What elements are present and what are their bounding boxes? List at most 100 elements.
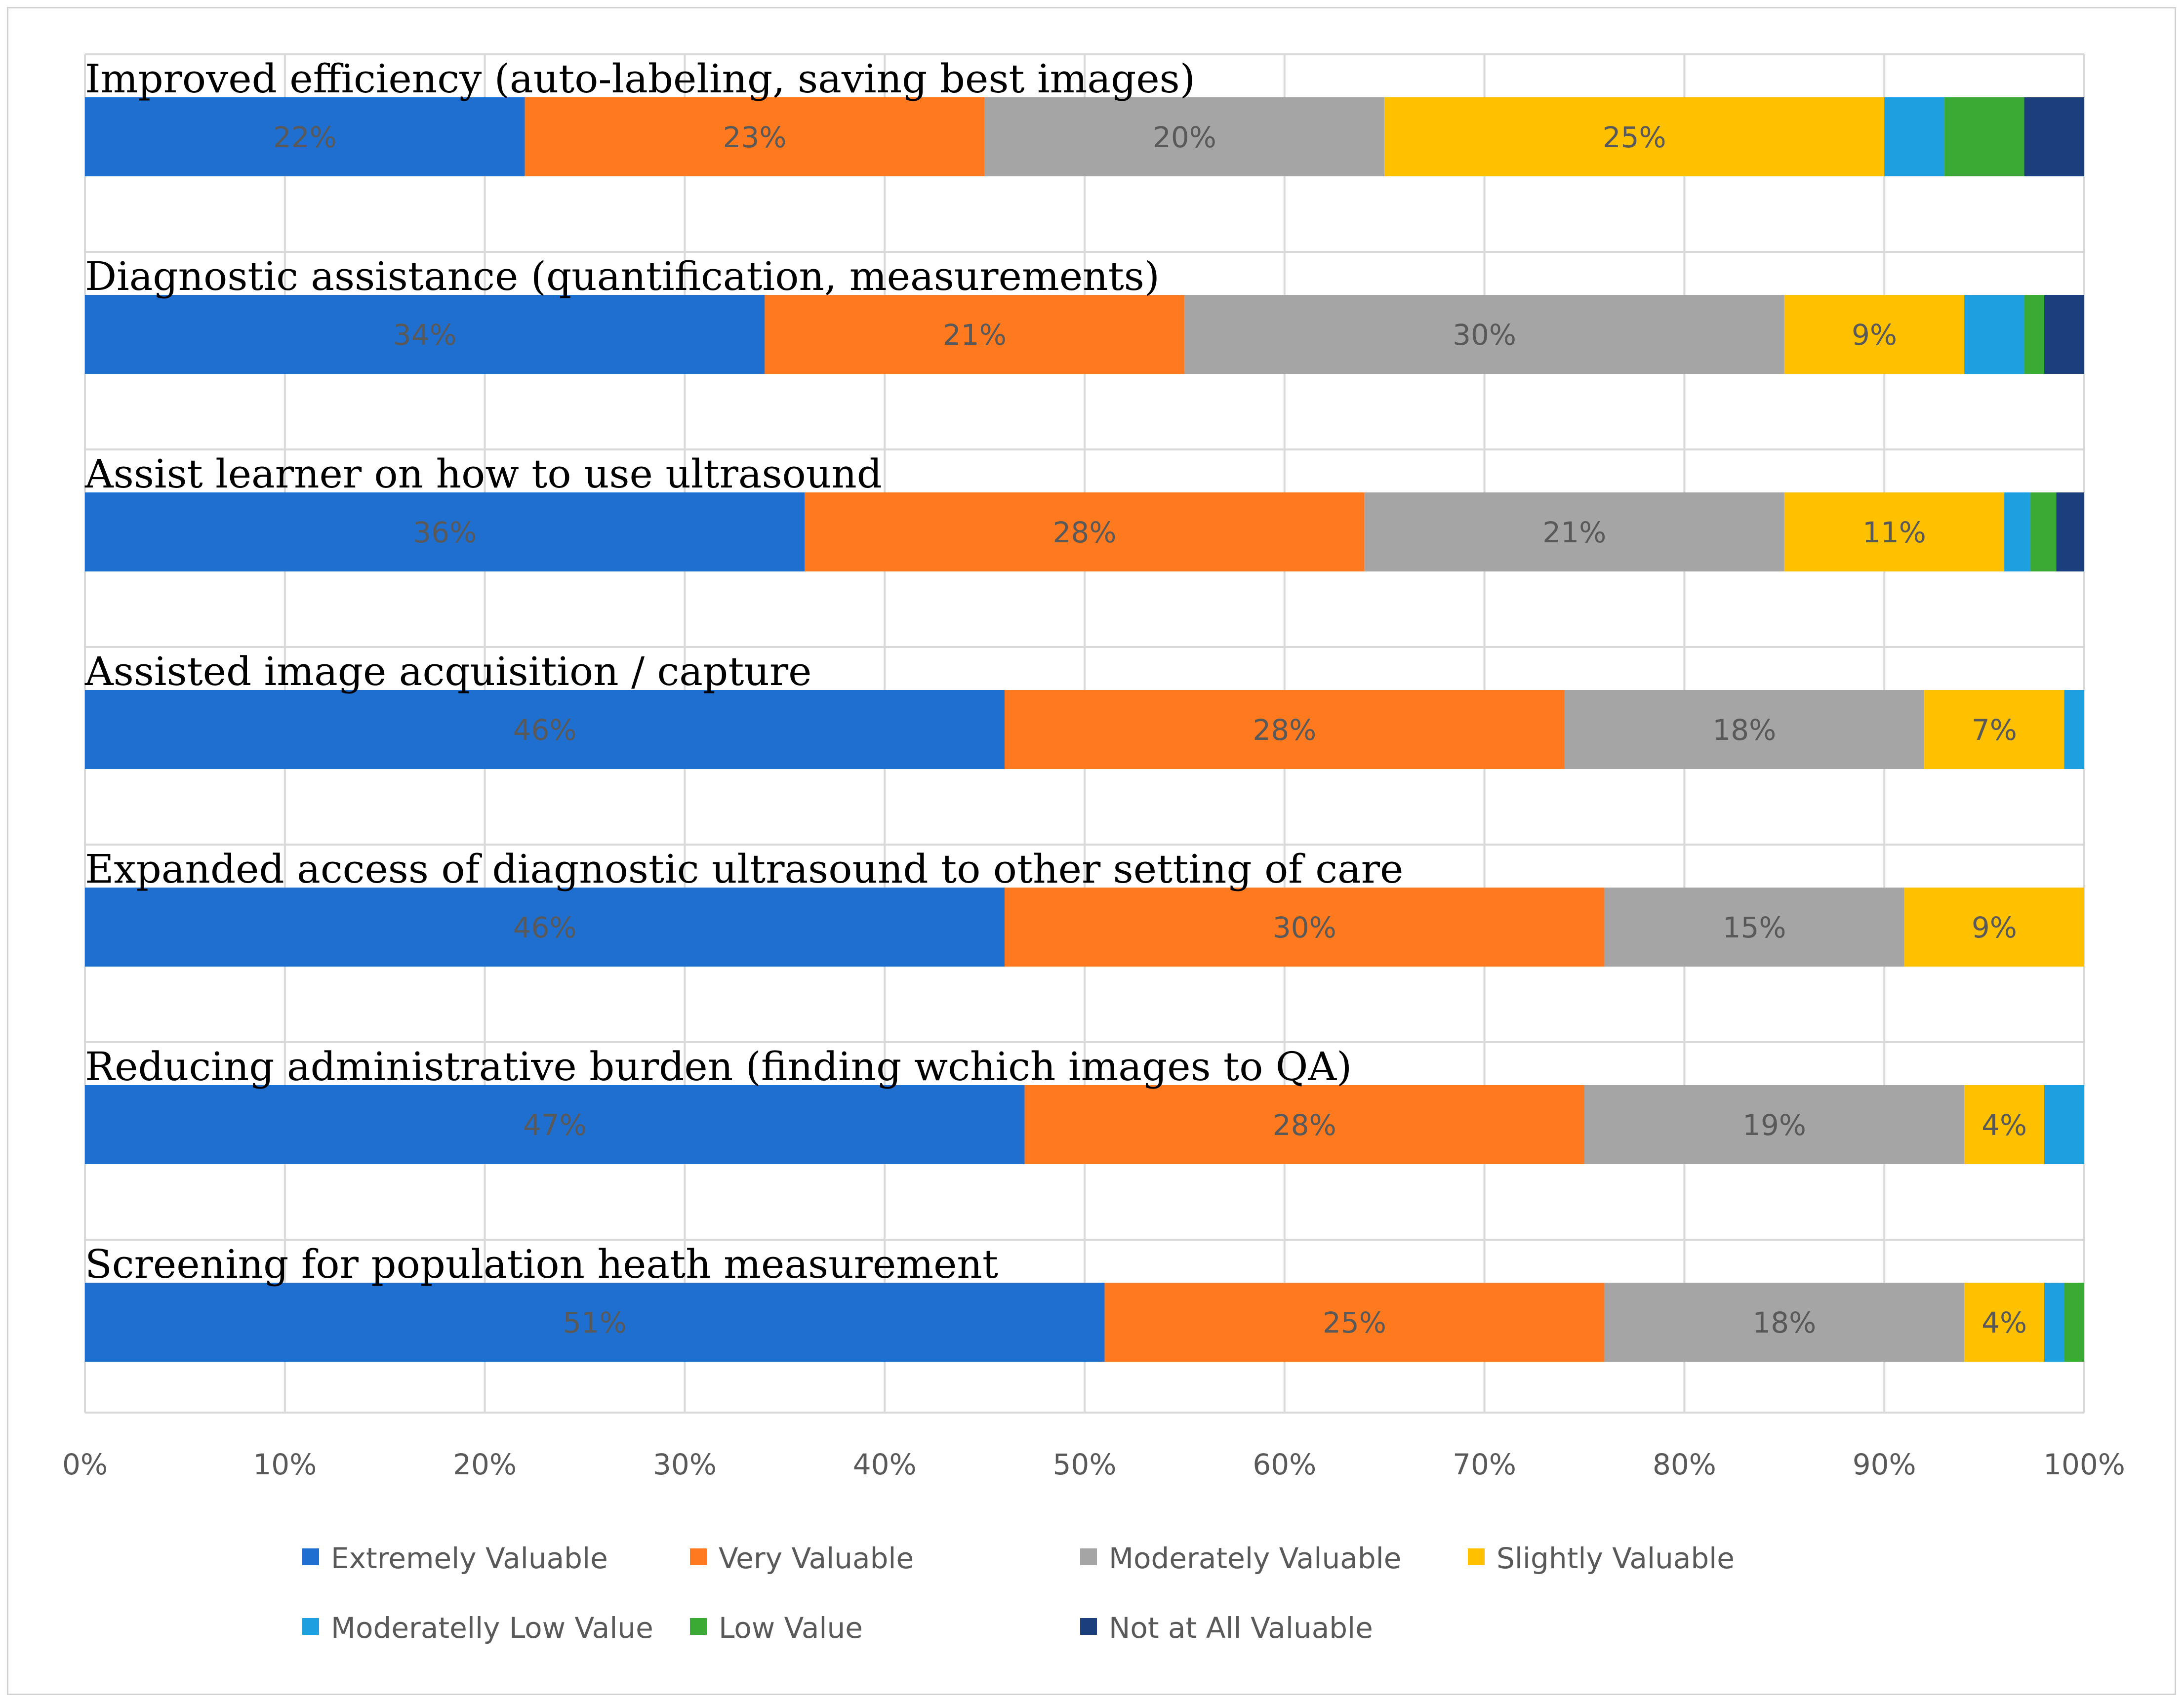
bar-segment xyxy=(984,97,1385,176)
bar-segment xyxy=(1564,690,1925,769)
category-label: Reducing administrative burden (finding … xyxy=(85,1044,1352,1090)
x-tick-label: 0% xyxy=(62,1448,108,1481)
data-label: 30% xyxy=(1453,318,1516,352)
legend-swatch xyxy=(690,1618,707,1635)
category-label: Improved efficiency (auto-labeling, savi… xyxy=(85,56,1195,102)
bar-segment xyxy=(85,97,525,176)
x-tick-label: 20% xyxy=(453,1448,517,1481)
legend-swatch xyxy=(302,1618,319,1635)
legend-entry: Moderately Valuable xyxy=(1109,1541,1401,1575)
bar-segment xyxy=(1024,1085,1584,1164)
bar-segment xyxy=(2030,492,2057,571)
bar-segment xyxy=(2004,492,2030,571)
data-label: 28% xyxy=(1053,516,1117,549)
data-label: 7% xyxy=(1972,713,2017,747)
legend-swatch xyxy=(1468,1548,1485,1565)
bar-segment xyxy=(1584,1085,1965,1164)
data-label: 4% xyxy=(1982,1306,2027,1339)
data-label: 18% xyxy=(1752,1306,1816,1339)
bar-segment xyxy=(1005,690,1565,769)
bar-segment xyxy=(2056,492,2084,571)
bar-segment xyxy=(85,492,805,571)
bar-segment xyxy=(1884,97,1944,176)
bar-segment xyxy=(1784,492,2005,571)
x-tick-label: 40% xyxy=(853,1448,917,1481)
data-label: 30% xyxy=(1273,911,1336,944)
data-label: 19% xyxy=(1742,1108,1806,1142)
data-label: 21% xyxy=(1542,516,1606,549)
legend-entry: Not at All Valuable xyxy=(1109,1611,1373,1645)
category-label: Diagnostic assistance (quantification, m… xyxy=(85,253,1160,299)
category-labels: Improved efficiency (auto-labeling, savi… xyxy=(84,56,1403,1287)
x-tick-label: 60% xyxy=(1253,1448,1316,1481)
category-label: Assisted image acquisition / capture xyxy=(84,649,811,694)
data-label: 21% xyxy=(943,318,1007,352)
x-tick-label: 30% xyxy=(653,1448,717,1481)
bars: 22% 23% 20% 25% 34% 21% 30% 9% 36% 28% 21% 11% 46% 28… xyxy=(85,97,2084,1362)
bar-segment xyxy=(85,1085,1025,1164)
bar-segment xyxy=(1784,295,1965,374)
legend-entry: Slightly Valuable xyxy=(1496,1541,1735,1575)
data-label: 15% xyxy=(1723,911,1786,944)
bar-segment xyxy=(1944,97,2024,176)
bar-segment xyxy=(85,1283,1105,1362)
bar-segment xyxy=(1924,690,2064,769)
bar-segment xyxy=(2044,295,2084,374)
legend-entry: Extremely Valuable xyxy=(331,1541,608,1575)
legend-swatch xyxy=(302,1548,319,1565)
category-label: Expanded access of diagnostic ultrasound… xyxy=(85,846,1403,892)
legend-entry: Very Valuable xyxy=(719,1541,914,1575)
legend-swatch xyxy=(1080,1548,1097,1565)
x-axis-ticks: 0% 10% 20% 30% 40% 50% 60% 70% 80% 90% 100% xyxy=(62,1448,2125,1481)
legend-entry: Moderatelly Low Value xyxy=(331,1611,653,1645)
data-label: 34% xyxy=(393,318,457,352)
bar-segment xyxy=(1604,888,1904,967)
data-label: 22% xyxy=(273,121,337,154)
data-label: 28% xyxy=(1273,1108,1336,1142)
bar-segment xyxy=(2064,1283,2084,1362)
category-label: Assist learner on how to use ultrasound xyxy=(84,451,882,497)
bar-segment xyxy=(85,690,1005,769)
data-label: 23% xyxy=(723,121,787,154)
chart-frame xyxy=(7,7,2176,1695)
data-label: 28% xyxy=(1253,713,1316,747)
bar-segment xyxy=(2044,1085,2084,1164)
data-label: 4% xyxy=(1982,1108,2027,1142)
data-label: 47% xyxy=(523,1108,587,1142)
data-label: 18% xyxy=(1712,713,1776,747)
bar-segment xyxy=(1184,295,1784,374)
data-label: 25% xyxy=(1323,1306,1386,1339)
category-label: Screening for population heath measureme… xyxy=(85,1241,998,1287)
bar-segment xyxy=(1904,888,2084,967)
bar-segment xyxy=(1104,1283,1605,1362)
legend-swatch xyxy=(1080,1618,1097,1635)
data-label: 20% xyxy=(1153,121,1216,154)
bar-segment xyxy=(2024,295,2045,374)
x-tick-label: 50% xyxy=(1053,1448,1117,1481)
data-label: 36% xyxy=(413,516,477,549)
legend-entry: Low Value xyxy=(719,1611,863,1645)
x-tick-label: 90% xyxy=(1853,1448,1916,1481)
bar-segment xyxy=(1384,97,1885,176)
x-tick-label: 10% xyxy=(253,1448,317,1481)
bar-segment xyxy=(1964,1283,2045,1362)
data-label: 25% xyxy=(1603,121,1666,154)
bar-segment xyxy=(85,295,765,374)
data-label: 46% xyxy=(513,713,577,747)
bar-segment xyxy=(1604,1283,1965,1362)
bar-segment xyxy=(1964,295,2024,374)
bar-segment xyxy=(1364,492,1784,571)
data-label: 11% xyxy=(1862,516,1926,549)
data-label: 9% xyxy=(1852,318,1897,352)
legend: Extremely Valuable Very Valuable Moderatel… xyxy=(302,1541,1735,1645)
x-tick-label: 70% xyxy=(1453,1448,1516,1481)
bar-segment xyxy=(2024,97,2084,176)
data-label: 51% xyxy=(563,1306,627,1339)
bar-segment xyxy=(2064,690,2084,769)
bar-segment xyxy=(85,888,1005,967)
x-tick-label: 80% xyxy=(1653,1448,1716,1481)
legend-swatch xyxy=(690,1548,707,1565)
bar-segment xyxy=(765,295,1185,374)
bar-segment xyxy=(1964,1085,2045,1164)
